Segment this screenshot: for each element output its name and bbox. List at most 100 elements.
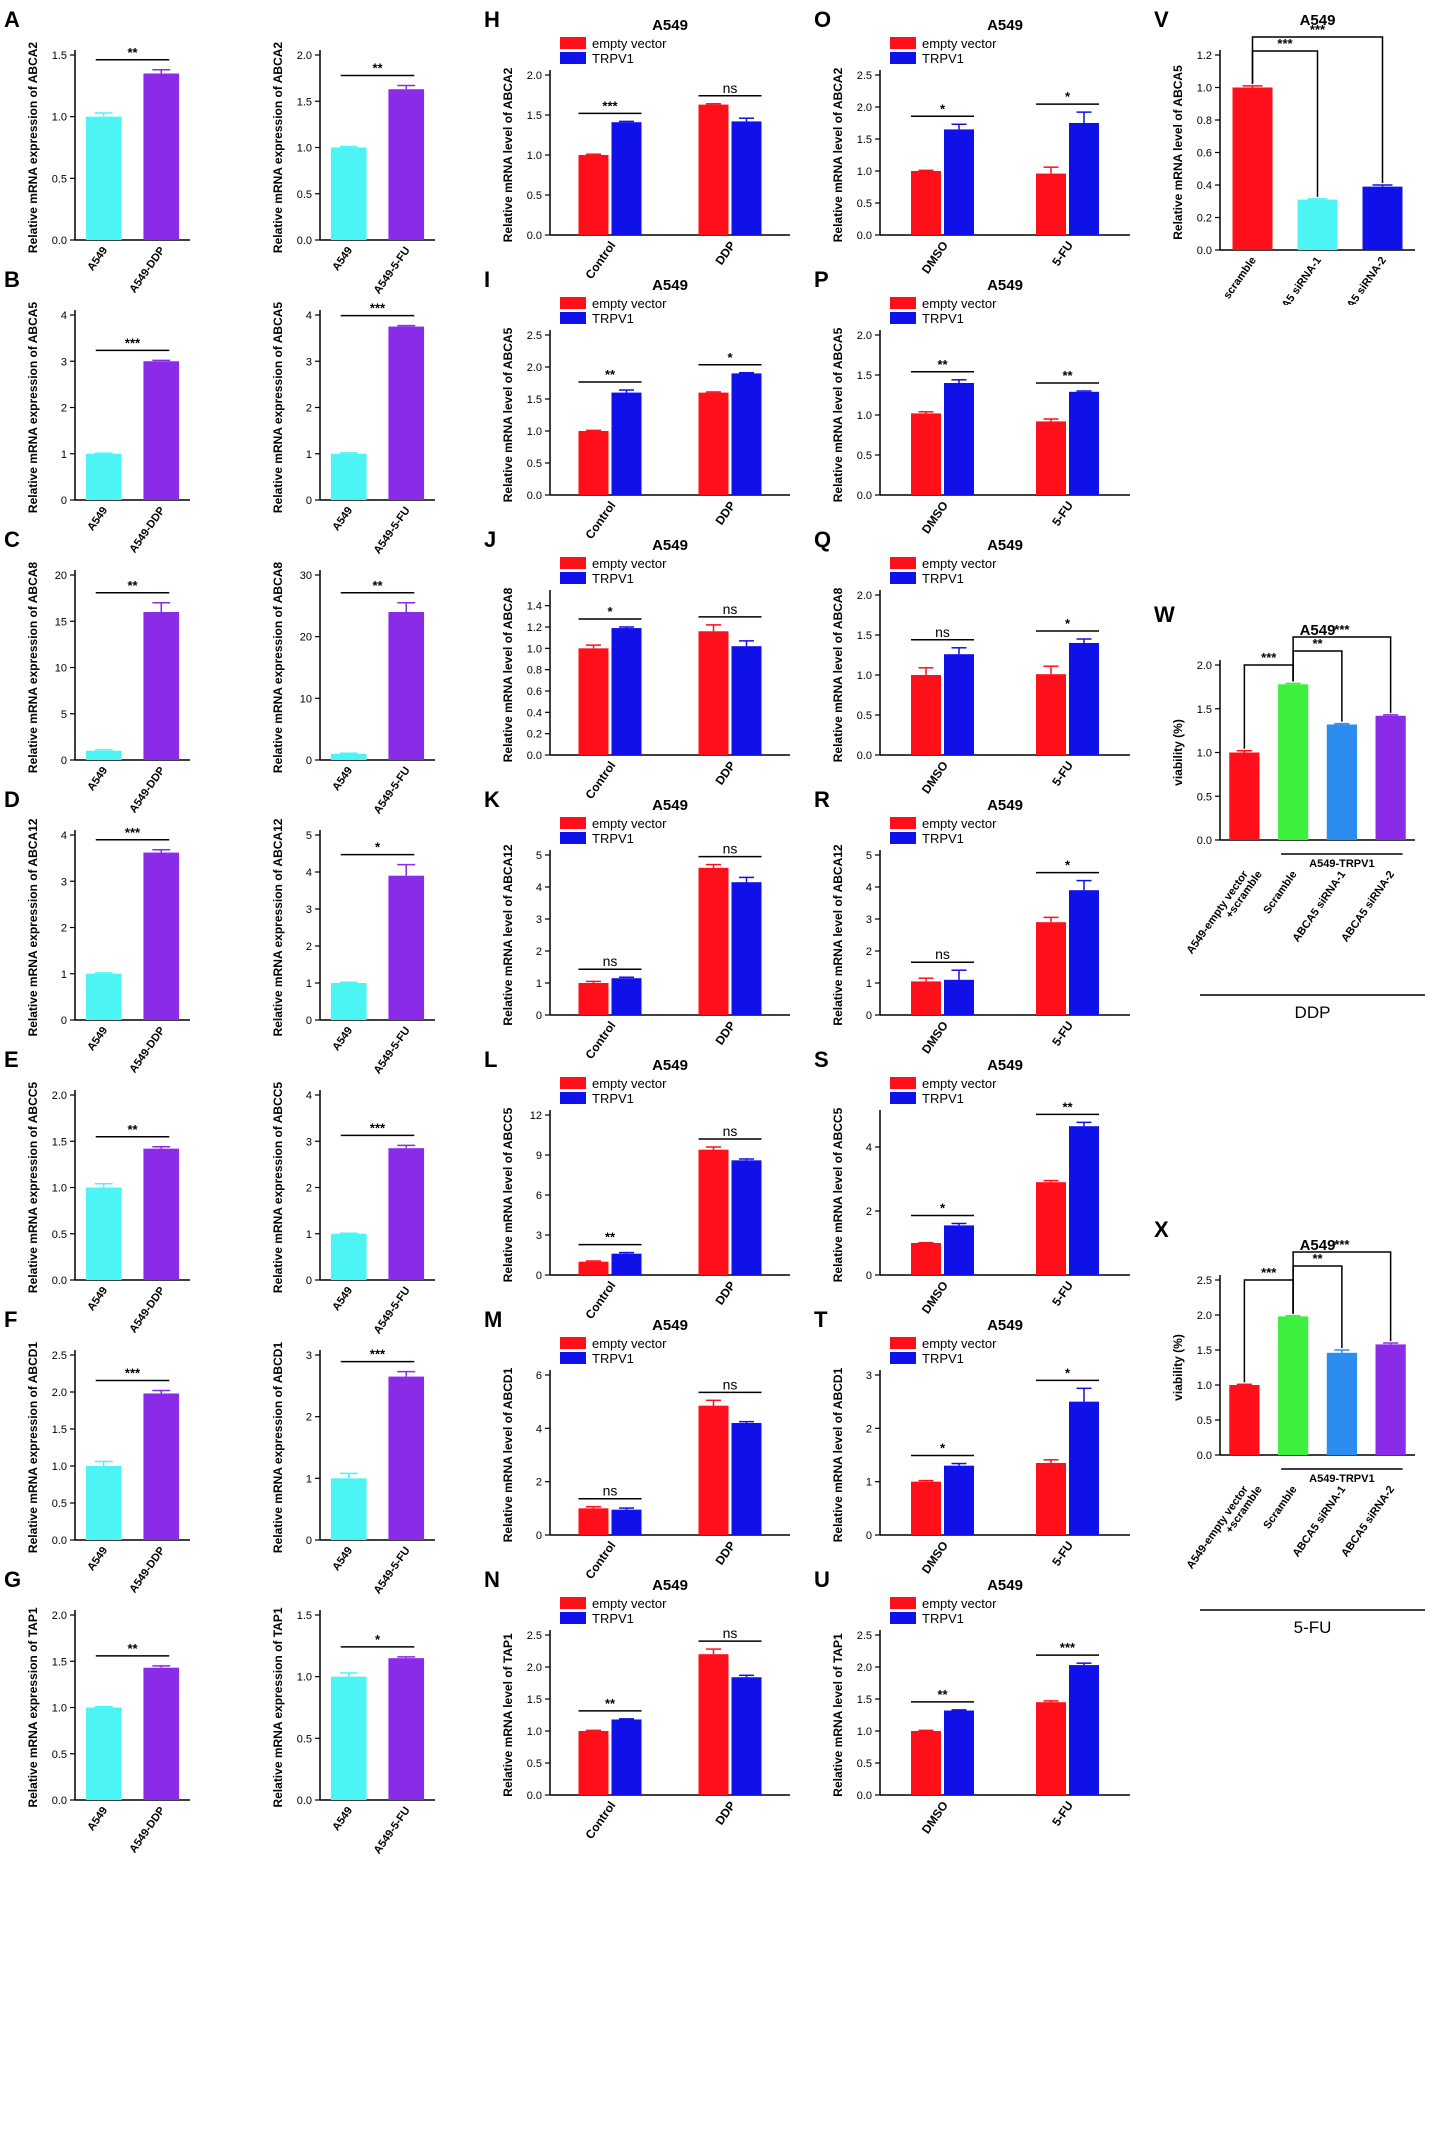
y-tick-label: 1.5 xyxy=(527,110,542,122)
legend-label: TRPV1 xyxy=(592,1611,634,1626)
x-tick-label: A549 xyxy=(85,1805,110,1833)
bar xyxy=(143,1148,180,1280)
group-label: A549-TRPV1 xyxy=(1309,858,1374,870)
y-axis-label: Relative mRNA expression of ABCA8 xyxy=(271,562,285,773)
sig-label: *** xyxy=(1277,36,1293,51)
sig-label: ** xyxy=(1312,636,1323,651)
panel-letter: P xyxy=(814,267,829,292)
chart-panel-L: L A549 0 3 6 9 12 Relative mRNA level of ABCC5 *… xyxy=(480,1045,810,1365)
y-tick-label: 0.0 xyxy=(1197,835,1212,847)
chart-svg: F 0.0 0.5 1.0 1.5 2.0 2.5 Relative mRNA express… xyxy=(4,1307,190,1595)
bar xyxy=(143,73,180,240)
bar xyxy=(578,983,609,1015)
legend-swatch xyxy=(890,572,916,584)
legend-label: TRPV1 xyxy=(592,51,634,66)
sig-label: ns xyxy=(723,1123,738,1139)
sig-label: *** xyxy=(370,1347,386,1362)
y-tick-label: 0.0 xyxy=(297,1795,312,1807)
y-tick-label: 1.5 xyxy=(52,1424,67,1436)
bar xyxy=(911,981,941,1015)
chart-title: A549 xyxy=(987,1577,1023,1594)
y-tick-label: 0.5 xyxy=(52,1498,67,1510)
y-tick-label: 0.0 xyxy=(527,750,542,762)
bar xyxy=(330,753,367,760)
y-tick-label: 0.5 xyxy=(857,1758,872,1770)
chart-panel-H: H A549 0.0 0.5 1.0 1.5 2.0 Relative mRNA level … xyxy=(480,5,810,325)
y-tick-label: 3 xyxy=(866,914,872,926)
y-tick-label: 4 xyxy=(866,882,872,894)
legend-label: empty vector xyxy=(922,296,997,311)
y-tick-label: 0.5 xyxy=(527,458,542,470)
bar xyxy=(1069,890,1099,1015)
legend-swatch xyxy=(560,1077,586,1089)
legend-swatch xyxy=(560,52,586,64)
y-tick-label: 2.0 xyxy=(52,1610,67,1622)
y-tick-label: 0.5 xyxy=(857,198,872,210)
y-tick-label: 0.5 xyxy=(297,189,312,201)
sig-label: ** xyxy=(937,1687,948,1702)
sig-label: ns xyxy=(603,953,618,969)
chart-svg: W A549 0.0 0.5 1.0 1.5 2.0 viability (%) A549-em… xyxy=(1154,602,1425,1022)
bar xyxy=(944,654,974,755)
legend-label: TRPV1 xyxy=(592,1091,634,1106)
legend-label: empty vector xyxy=(592,556,667,571)
chart-panel-Q: Q A549 0.0 0.5 1.0 1.5 2.0 Relative mRNA level … xyxy=(810,525,1150,845)
panel-letter: E xyxy=(4,1047,19,1072)
bar xyxy=(330,147,367,240)
y-axis-label: viability (%) xyxy=(1171,719,1185,786)
y-tick-label: 2 xyxy=(866,946,872,958)
y-tick-label: 2 xyxy=(536,946,542,958)
bar xyxy=(611,392,642,495)
bar xyxy=(1036,1182,1066,1275)
sig-label: *** xyxy=(1261,650,1277,665)
legend-swatch xyxy=(560,817,586,829)
bar xyxy=(944,979,974,1015)
bar xyxy=(1036,922,1066,1015)
legend-swatch xyxy=(560,297,586,309)
sig-label: ns xyxy=(723,1625,738,1641)
y-tick-label: 0 xyxy=(306,1275,312,1287)
chart-svg: I A549 0.0 0.5 1.0 1.5 2.0 2.5 Relative mRNA lev… xyxy=(484,267,790,542)
y-tick-label: 2 xyxy=(61,403,67,415)
y-tick-label: 0.5 xyxy=(52,173,67,185)
sig-label: * xyxy=(940,1441,946,1456)
y-tick-label: 1.0 xyxy=(52,1461,67,1473)
y-tick-label: 1.5 xyxy=(857,134,872,146)
y-tick-label: 4 xyxy=(61,310,67,322)
panel-letter: G xyxy=(4,1567,21,1592)
panel-letter: M xyxy=(484,1307,502,1332)
y-tick-label: 0.0 xyxy=(52,1275,67,1287)
y-tick-label: 1.0 xyxy=(297,1672,312,1684)
legend-swatch xyxy=(890,1597,916,1609)
sig-label: *** xyxy=(1060,1640,1076,1655)
bar xyxy=(388,612,425,760)
chart-title: A549 xyxy=(652,1057,688,1074)
chart-panel-sub11: 0 1 2 3 Relative mRNA expression of ABCD1 A54… xyxy=(245,1305,490,1625)
chart-title: A549 xyxy=(987,1057,1023,1074)
legend-swatch xyxy=(560,1612,586,1624)
legend-swatch xyxy=(890,1352,916,1364)
legend-swatch xyxy=(890,1092,916,1104)
panel-letter: J xyxy=(484,527,496,552)
x-tick-label: A549 xyxy=(330,1805,355,1833)
bar xyxy=(911,675,941,755)
sig-bracket xyxy=(1292,1251,1392,1341)
y-tick-label: 1.4 xyxy=(527,601,542,613)
y-axis-label: Relative mRNA level of ABCA5 xyxy=(501,327,515,502)
y-tick-label: 3 xyxy=(866,1370,872,1382)
bar xyxy=(85,116,122,240)
y-tick-label: 0.0 xyxy=(52,1535,67,1547)
sig-label: * xyxy=(375,1632,381,1647)
bar xyxy=(698,392,729,495)
y-axis-label: Relative mRNA level of ABCA2 xyxy=(501,67,515,242)
y-tick-label: 1.2 xyxy=(1197,50,1212,62)
chart-panel-sub1: 0.0 0.5 1.0 1.5 2.0 Relative mRNA expression … xyxy=(245,5,490,325)
bar xyxy=(1232,87,1273,250)
y-tick-label: 2.0 xyxy=(527,70,542,82)
bar xyxy=(143,852,180,1020)
chart-svg: X A549 0.0 0.5 1.0 1.5 2.0 2.5 viability (%) A549… xyxy=(1154,1217,1425,1637)
legend-label: TRPV1 xyxy=(592,1351,634,1366)
legend-swatch xyxy=(890,1077,916,1089)
